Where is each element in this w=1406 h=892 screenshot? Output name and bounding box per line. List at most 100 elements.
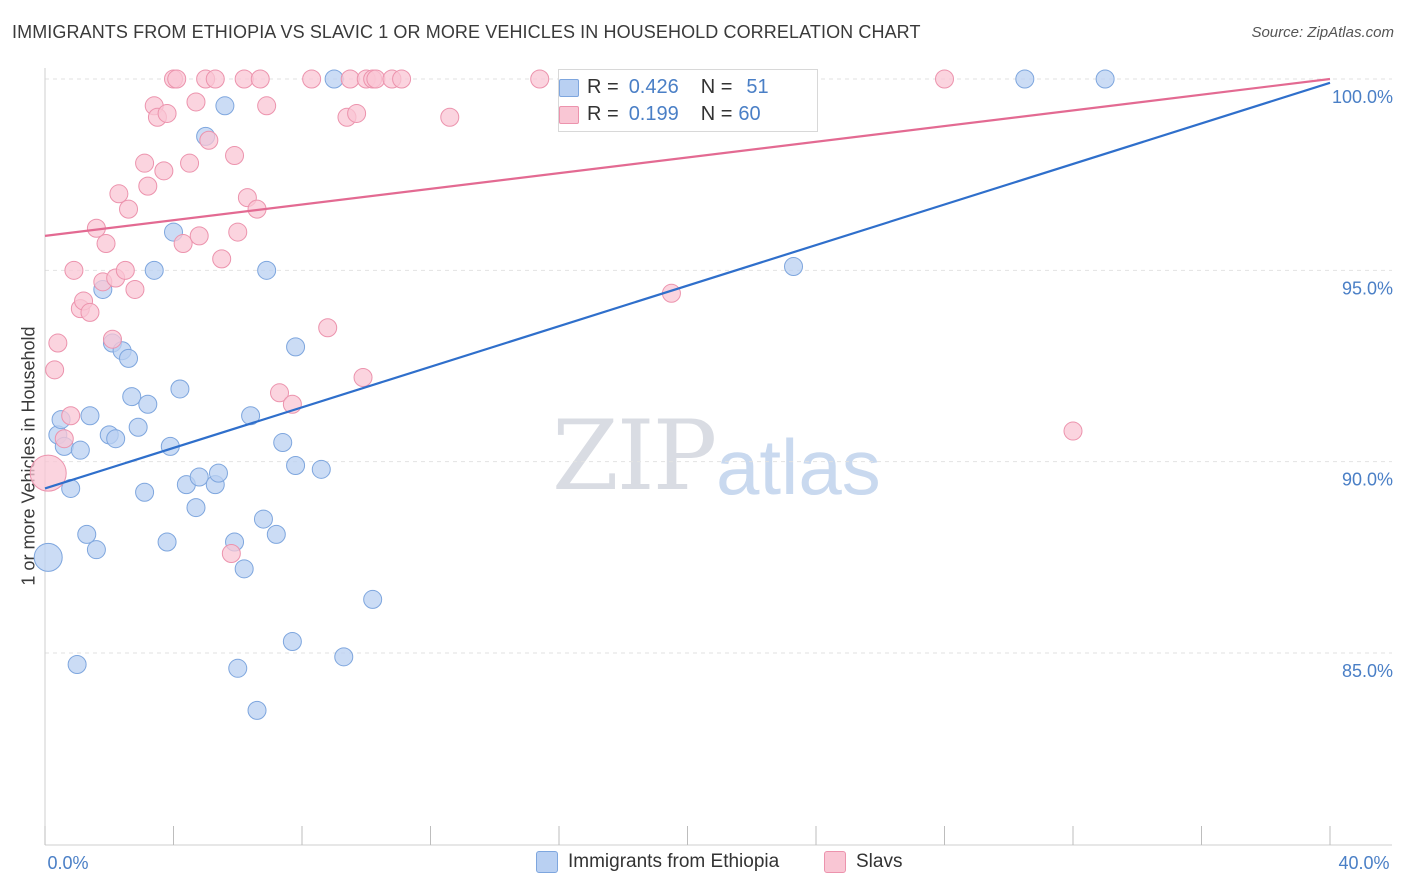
point-ethiopia (157, 532, 177, 552)
point-slavs (1063, 421, 1083, 441)
legend-r-label: R = (587, 102, 619, 125)
point-ethiopia (247, 700, 267, 720)
point-ethiopia (266, 524, 286, 544)
point-slavs (125, 279, 145, 299)
point-ethiopia (80, 406, 100, 426)
point-ethiopia (234, 559, 254, 579)
point-ethiopia (1095, 69, 1115, 89)
point-ethiopia (170, 379, 190, 399)
point-slavs (347, 103, 367, 123)
axes (44, 68, 1392, 846)
point-ethiopia (33, 542, 63, 572)
point-slavs (270, 383, 290, 403)
point-slavs (366, 69, 386, 89)
data-points (29, 69, 1115, 720)
point-slavs (935, 69, 954, 89)
point-slavs (257, 96, 277, 116)
point-slavs (318, 318, 338, 338)
legend-n-value: 51 (746, 75, 769, 98)
tick-labels: 100.0% 95.0% 90.0% 85.0% 0.0% 40.0% (47, 87, 1393, 873)
point-ethiopia (70, 440, 90, 460)
watermark-zip: ZIP (552, 400, 717, 512)
point-slavs (64, 260, 84, 280)
correlation-legend: R = 0.426 N = 51 R = 0.199 N = 60 (558, 69, 818, 132)
point-ethiopia (138, 394, 158, 414)
point-slavs (154, 161, 174, 181)
point-ethiopia (135, 482, 155, 502)
point-slavs (189, 226, 209, 246)
point-slavs (302, 69, 322, 89)
point-slavs (102, 329, 122, 349)
legend-label-slavs: Slavs (856, 851, 903, 872)
legend-n-label: N = (700, 102, 733, 125)
series-legend: Immigrants from Ethiopia Slavs (0, 851, 1406, 877)
point-slavs (225, 146, 245, 166)
point-ethiopia (273, 433, 293, 453)
x-tick-label: 40.0% (1338, 853, 1389, 873)
point-slavs (392, 69, 412, 89)
point-ethiopia (128, 417, 148, 437)
point-slavs (199, 130, 219, 150)
point-ethiopia (286, 337, 306, 357)
legend-r-value: 0.426 (628, 75, 679, 98)
point-slavs (180, 153, 200, 173)
point-slavs (61, 406, 81, 426)
point-slavs (530, 69, 550, 89)
trend-lines (44, 77, 1331, 490)
point-ethiopia (784, 257, 804, 277)
legend-swatch-ethiopia (559, 79, 579, 97)
point-slavs (205, 69, 225, 89)
legend-n-value: 60 (738, 102, 761, 125)
x-tick-label: 0.0% (47, 853, 88, 873)
y-tick-label: 85.0% (1342, 661, 1393, 681)
point-ethiopia (215, 96, 235, 116)
point-ethiopia (186, 498, 206, 518)
point-slavs (212, 249, 232, 269)
point-slavs (48, 333, 68, 353)
point-slavs (45, 360, 65, 380)
legend-item-slavs[interactable]: Slavs (824, 851, 902, 873)
legend-item-ethiopia[interactable]: Immigrants from Ethiopia (536, 851, 779, 873)
point-ethiopia (334, 647, 354, 667)
legend-swatch-ethiopia (536, 851, 558, 873)
point-slavs (54, 429, 74, 449)
point-ethiopia (363, 589, 383, 609)
point-ethiopia (122, 387, 142, 407)
point-ethiopia (253, 509, 273, 529)
point-ethiopia (282, 632, 302, 652)
legend-n-label: N = (700, 75, 733, 98)
point-slavs (221, 544, 241, 564)
point-ethiopia (286, 455, 306, 475)
legend-label-ethiopia: Immigrants from Ethiopia (568, 851, 780, 872)
point-slavs (135, 153, 155, 173)
y-tick-label: 95.0% (1342, 278, 1393, 298)
point-ethiopia (189, 467, 209, 487)
point-ethiopia (77, 524, 97, 544)
point-slavs (234, 69, 254, 89)
legend-row-slavs: R = 0.199 N = 60 (559, 101, 761, 127)
point-slavs (228, 222, 248, 242)
point-slavs (353, 367, 373, 387)
point-ethiopia (257, 260, 277, 280)
legend-row-ethiopia: R = 0.426 N = 51 (559, 74, 769, 100)
point-slavs (173, 234, 193, 254)
legend-r-value: 0.199 (628, 102, 679, 125)
point-slavs (157, 103, 177, 123)
source-label: Source: ZipAtlas.com (1251, 24, 1394, 41)
point-slavs (115, 260, 135, 280)
point-ethiopia (106, 429, 126, 449)
point-slavs (119, 199, 139, 219)
point-slavs (250, 69, 270, 89)
y-tick-label: 100.0% (1332, 87, 1393, 107)
point-slavs (29, 454, 67, 492)
point-ethiopia (311, 459, 331, 479)
watermark-atlas: atlas (716, 423, 881, 511)
chart-title: IMMIGRANTS FROM ETHIOPIA VS SLAVIC 1 OR … (12, 22, 921, 42)
point-ethiopia (67, 654, 87, 674)
point-ethiopia (228, 658, 248, 678)
point-slavs (109, 184, 129, 204)
point-ethiopia (86, 540, 106, 560)
point-ethiopia (324, 69, 344, 89)
y-tick-label: 90.0% (1342, 470, 1393, 490)
